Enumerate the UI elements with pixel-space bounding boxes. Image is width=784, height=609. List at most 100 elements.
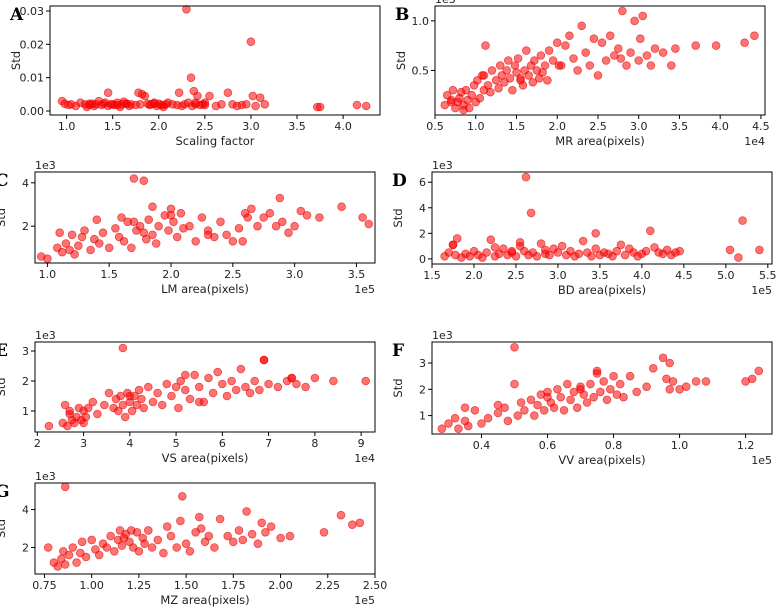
x-tick-label: 2.00 [268, 579, 293, 592]
data-point [358, 213, 367, 222]
data-point [140, 539, 149, 548]
data-point [711, 41, 721, 50]
data-point [530, 56, 539, 65]
data-point [204, 531, 214, 541]
x-tick-label: 1.25 [127, 579, 152, 592]
data-point [174, 403, 183, 413]
axes-frame [431, 341, 773, 435]
data-point [57, 247, 67, 257]
x-axis-label: MR area(pixels) [555, 134, 644, 148]
data-point [569, 54, 578, 63]
data-point [260, 100, 270, 109]
panel-d: D 1.5 2.0 2.5 3.0 3.5 4.0 4.5 5.0 5.5 0 2 4 6 BD area(… [391, 159, 777, 297]
data-point [117, 213, 126, 222]
x-tick-label: 1.2 [737, 439, 755, 452]
data-point [524, 71, 533, 80]
data-point [275, 193, 285, 203]
data-point [72, 558, 81, 567]
x-tick-label: 3.0 [549, 269, 567, 282]
data-point [103, 88, 113, 97]
x-tick-label: 2.5 [224, 268, 242, 281]
data-point [255, 93, 265, 102]
x-tick-label: 1.0 [467, 120, 485, 133]
panel-label: D [392, 171, 407, 191]
data-point [60, 560, 70, 569]
data-point [111, 224, 120, 233]
data-point [273, 382, 283, 392]
data-point [77, 537, 87, 547]
data-point [642, 51, 652, 60]
data-point [259, 355, 269, 365]
data-point [147, 543, 157, 552]
data-point [205, 91, 214, 101]
data-point [616, 54, 626, 63]
data-point [552, 38, 562, 47]
data-point [482, 248, 491, 257]
data-point [536, 51, 546, 60]
panel-label: E [0, 341, 8, 361]
data-point [196, 524, 206, 533]
y-tick-label: 0 [419, 253, 426, 266]
data-point [319, 527, 329, 537]
data-point [242, 507, 251, 516]
data-point [185, 221, 194, 231]
data-point [151, 239, 161, 248]
data-point [595, 387, 605, 397]
data-point [505, 74, 515, 83]
data-point [562, 379, 572, 389]
data-point [666, 61, 676, 70]
data-point [486, 87, 495, 97]
data-point [572, 403, 582, 413]
data-point [543, 392, 552, 402]
data-point [573, 66, 582, 75]
x-axis-label: LM area(pixels) [161, 282, 249, 296]
x-tick-label: 2.0 [162, 268, 180, 281]
x-axis-label: Scaling factor [176, 134, 255, 148]
x-tick-label: 5 [173, 437, 180, 450]
data-point [533, 400, 542, 410]
data-point [157, 400, 167, 410]
panel-a: A 1.0 1.5 2.0 2.5 3.0 3.5 4.0 0.00 0.01 0.02 0.03 Sc… [9, 5, 381, 148]
x-tick-label: 0.6 [539, 439, 557, 452]
panel-label: C [0, 171, 9, 191]
panel-e: E 2 3 4 5 6 7 8 9 1 2 3 VS area(pixels) Std 1e3 1e4 [0, 329, 376, 465]
data-point [166, 211, 176, 220]
x-axis-label: VV area(pixels) [558, 453, 645, 467]
data-point [513, 411, 523, 420]
data-point [601, 56, 611, 65]
data-point [549, 403, 559, 413]
y-tick-label: 0.5 [412, 64, 430, 77]
data-point [490, 243, 500, 252]
data-point [236, 364, 246, 374]
data-point [241, 382, 250, 392]
y-tick-label: 4 [419, 202, 426, 215]
data-point [528, 78, 538, 87]
data-point [557, 241, 567, 251]
data-point [754, 366, 764, 376]
y-tick-label: 2 [22, 375, 29, 388]
x-tick-label: 1.5 [508, 120, 526, 133]
data-point [734, 253, 743, 262]
scatter-points [437, 342, 764, 434]
data-point [238, 237, 248, 246]
scatter-points [44, 343, 371, 431]
data-point [548, 56, 558, 65]
data-point [100, 400, 109, 410]
axes-frame [34, 341, 376, 433]
data-point [83, 403, 93, 413]
data-point [512, 68, 521, 77]
data-point [632, 387, 641, 397]
data-point [576, 384, 585, 394]
x-tick-label: 1.50 [174, 579, 199, 592]
data-point [470, 405, 480, 415]
x-tick-label: 5.5 [759, 269, 777, 282]
axes-frame [431, 171, 773, 265]
data-point [302, 211, 312, 220]
data-point [290, 221, 299, 231]
y-tick-label: 2 [419, 227, 426, 240]
data-point [139, 403, 149, 413]
data-point [247, 204, 256, 214]
data-point [619, 392, 628, 402]
data-point [153, 535, 163, 545]
data-point [246, 37, 256, 46]
